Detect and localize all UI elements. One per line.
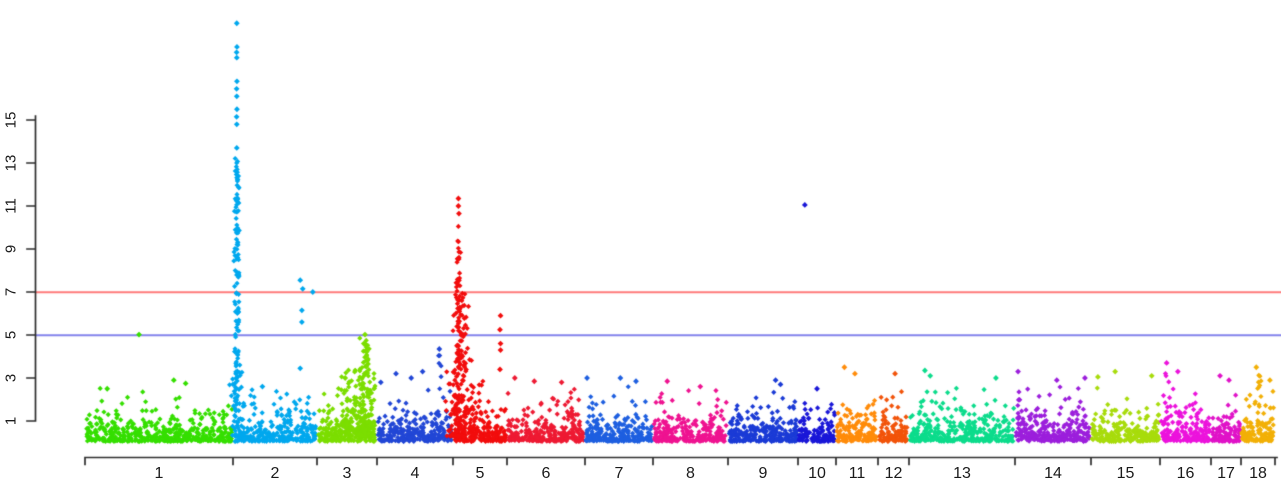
x-tick-label: 1: [154, 464, 164, 482]
x-tick-label: 4: [410, 464, 420, 482]
x-tick-label: 13: [953, 464, 971, 482]
x-tick-label: 5: [475, 464, 485, 482]
x-tick-label: 10: [808, 464, 826, 482]
y-tick-label: 9: [2, 244, 20, 254]
x-tick-label: 11: [848, 464, 866, 482]
x-tick-label: 7: [614, 464, 624, 482]
y-tick-label: 5: [2, 330, 20, 340]
y-tick-label: 3: [2, 373, 20, 383]
y-tick-label: 1: [2, 416, 20, 426]
x-tick-label: 17: [1217, 464, 1235, 482]
y-tick-label: 15: [2, 111, 20, 129]
x-tick-label: 2: [270, 464, 280, 482]
y-tick-label: 7: [2, 287, 20, 297]
x-tick-label: 18: [1249, 464, 1267, 482]
x-tick-label: 12: [884, 464, 903, 482]
x-tick-label: 9: [758, 464, 768, 482]
x-tick-label: 8: [686, 464, 695, 482]
x-tick-label: 6: [541, 464, 551, 482]
x-tick-label: 15: [1116, 464, 1135, 482]
x-tick-label: 14: [1044, 464, 1062, 482]
y-tick-label: 11: [2, 198, 20, 214]
x-tick-label: 3: [342, 464, 352, 482]
y-tick-label: 13: [2, 154, 20, 172]
x-tick-label: 16: [1176, 464, 1195, 482]
